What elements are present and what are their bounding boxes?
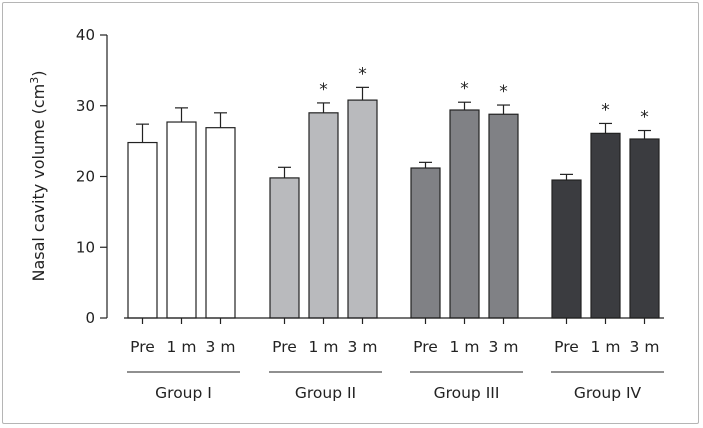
bar: [551, 179, 582, 319]
group-label: Group II: [295, 384, 356, 402]
x-tick-label: 3 m: [206, 338, 236, 356]
bar: [590, 132, 621, 319]
significance-marker: *: [601, 100, 610, 120]
significance-marker: *: [499, 82, 508, 102]
bar: [488, 113, 519, 319]
group-label: Group III: [434, 384, 500, 402]
bar: [205, 127, 236, 319]
x-tick-label: Pre: [413, 338, 438, 356]
y-tick-label: 10: [76, 238, 95, 256]
x-tick-label: 3 m: [630, 338, 660, 356]
bar: [629, 138, 660, 319]
significance-marker: *: [319, 80, 328, 100]
bar: [410, 167, 441, 319]
significance-marker: *: [640, 108, 649, 128]
x-tick-label: 1 m: [167, 338, 197, 356]
y-axis-label: Nasal cavity volume (cm3): [28, 70, 48, 281]
significance-marker: *: [358, 64, 367, 84]
y-tick-label: 0: [85, 309, 95, 327]
x-tick-label: Pre: [130, 338, 155, 356]
group-label: Group I: [155, 384, 212, 402]
bar: [308, 112, 339, 319]
bar: [269, 177, 300, 319]
y-tick-label: 30: [76, 97, 95, 115]
bar: [347, 99, 378, 319]
bar: [166, 121, 197, 319]
significance-marker: *: [460, 79, 469, 99]
y-tick-label: 40: [76, 26, 95, 44]
bar: [127, 141, 158, 319]
x-tick-label: 1 m: [591, 338, 621, 356]
group-label: Group IV: [574, 384, 642, 402]
x-tick-label: 1 m: [450, 338, 480, 356]
x-tick-label: 1 m: [309, 338, 339, 356]
y-tick-label: 20: [76, 168, 95, 186]
bar: [449, 109, 480, 319]
x-tick-label: 3 m: [348, 338, 378, 356]
x-tick-label: Pre: [272, 338, 297, 356]
x-tick-label: Pre: [554, 338, 579, 356]
x-tick-label: 3 m: [489, 338, 519, 356]
